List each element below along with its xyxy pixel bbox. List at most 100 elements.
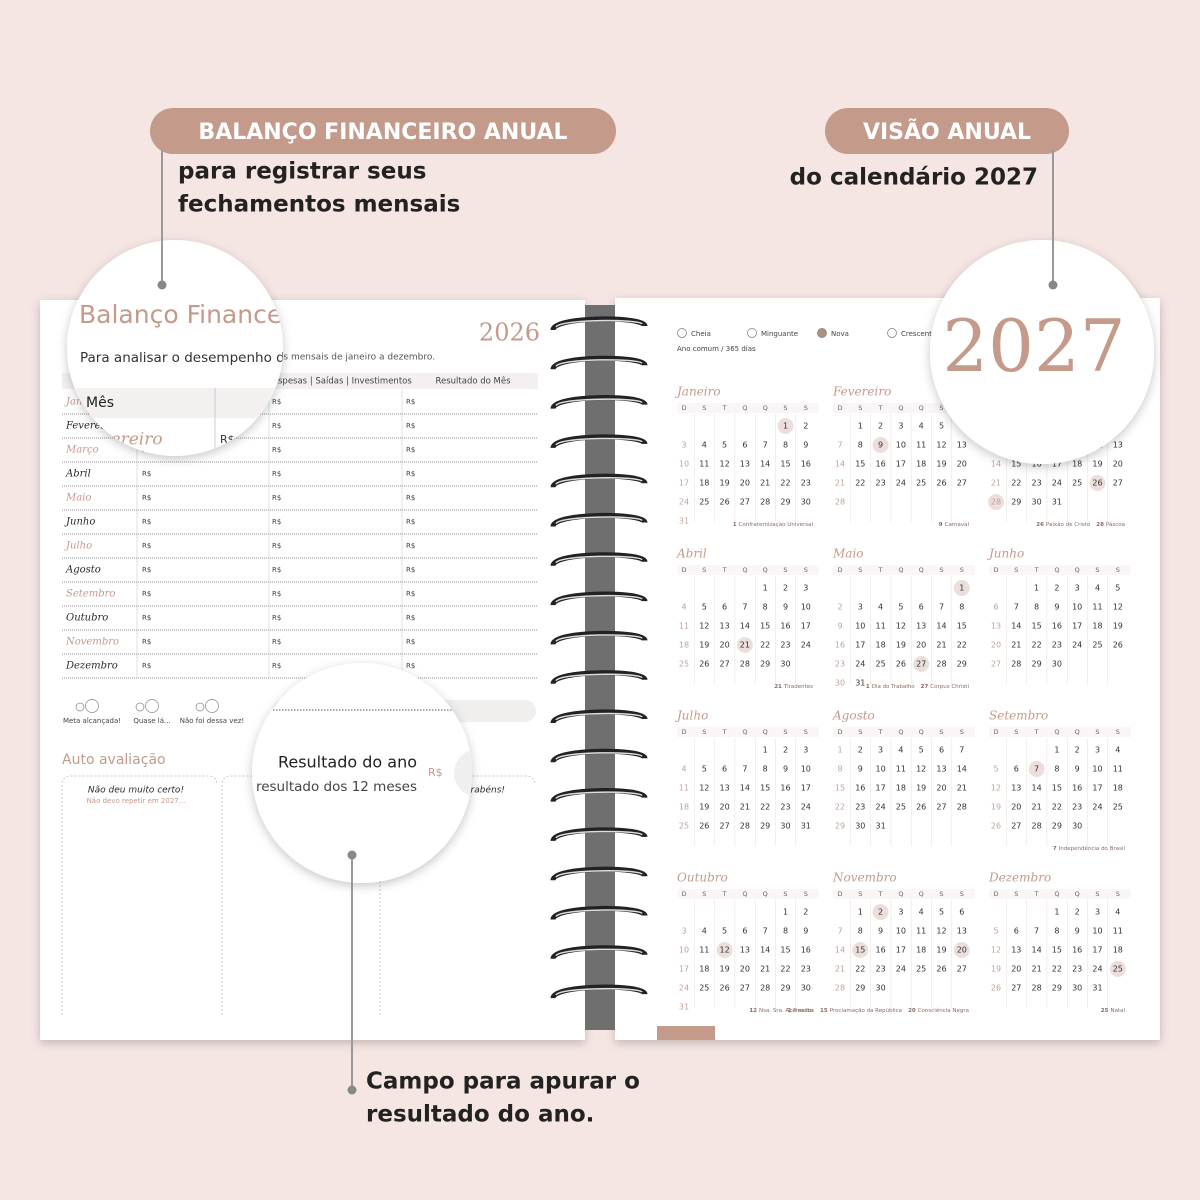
day: 17: [801, 622, 811, 631]
day: 10: [1072, 603, 1082, 612]
day: 25: [876, 660, 886, 669]
day: 13: [916, 622, 926, 631]
day: 20: [1113, 460, 1123, 469]
day: 2: [783, 584, 788, 593]
day: 4: [898, 746, 903, 755]
currency: R$: [406, 470, 415, 478]
weekday: Q: [898, 890, 903, 898]
zoom-year: 2027: [942, 304, 1125, 388]
day: 12: [699, 784, 709, 793]
day: 30: [835, 679, 845, 688]
weekday: Q: [742, 566, 747, 574]
day: 8: [763, 765, 768, 774]
currency: R$: [406, 422, 415, 430]
column-header: Despesas | Saídas | Investimentos: [266, 377, 412, 387]
day: 15: [1052, 784, 1062, 793]
day: 3: [681, 927, 686, 936]
weekday: S: [804, 566, 808, 574]
day: 24: [801, 641, 811, 650]
spiral-ring-shine: [555, 909, 643, 918]
weekday: Q: [1075, 728, 1080, 736]
weekday: Q: [763, 404, 768, 412]
holiday-name: Carnaval: [945, 522, 970, 528]
day: 18: [896, 784, 906, 793]
day: 7: [1034, 765, 1039, 774]
weekday-band: [833, 727, 975, 737]
weekday: S: [960, 566, 964, 574]
currency: R$: [406, 662, 415, 670]
weekday-band: [989, 889, 1131, 899]
currency: R$: [142, 518, 151, 526]
month-label: Outubro: [66, 613, 108, 624]
day: 26: [916, 803, 926, 812]
day: 31: [855, 679, 865, 688]
day: 29: [760, 660, 770, 669]
weekday: D: [993, 728, 998, 736]
weekday-band: [989, 727, 1131, 737]
day: 5: [993, 927, 998, 936]
currency: R$: [406, 518, 415, 526]
day: 19: [896, 641, 906, 650]
day: 14: [835, 946, 845, 955]
day: 14: [991, 460, 1001, 469]
day: 5: [1115, 584, 1120, 593]
spiral-ring-shine: [555, 516, 643, 525]
weekday: S: [783, 566, 787, 574]
day: 16: [876, 946, 886, 955]
mood-face: [85, 699, 99, 713]
day: 24: [855, 660, 865, 669]
weekday: Q: [742, 728, 747, 736]
day: 19: [1092, 460, 1102, 469]
day: 11: [896, 765, 906, 774]
day: 13: [1011, 784, 1021, 793]
day: 7: [939, 603, 944, 612]
day: 27: [916, 660, 926, 669]
currency: R$: [406, 638, 415, 646]
page-tab: [657, 1026, 715, 1040]
day: 5: [939, 908, 944, 917]
weekday: S: [1014, 890, 1018, 898]
day: 18: [679, 803, 689, 812]
day: 28: [835, 984, 845, 993]
day: 3: [898, 422, 903, 431]
day: 8: [1034, 603, 1039, 612]
day: 9: [858, 765, 863, 774]
day: 5: [722, 441, 727, 450]
currency: R$: [272, 542, 281, 550]
day: 24: [1092, 803, 1102, 812]
holiday-day: 12: [749, 1008, 757, 1014]
weekday-band: [833, 565, 975, 575]
day: 29: [760, 822, 770, 831]
holiday-name: Nsa. Sra. Aparecida: [759, 1008, 813, 1014]
day: 17: [801, 784, 811, 793]
day: 14: [835, 460, 845, 469]
weekday: D: [993, 566, 998, 574]
day: 26: [699, 822, 709, 831]
day: 23: [780, 803, 790, 812]
day: 10: [896, 927, 906, 936]
mood-face: [145, 699, 159, 713]
assessment-box-note: Não devo repetir em 2027...: [87, 797, 186, 805]
day: 18: [1113, 946, 1123, 955]
day: 19: [1113, 622, 1123, 631]
month-label: Março: [65, 445, 99, 456]
day: 14: [1011, 622, 1021, 631]
weekday: S: [858, 404, 862, 412]
day: 11: [1092, 603, 1102, 612]
day: 1: [837, 746, 842, 755]
day: 26: [936, 479, 946, 488]
currency: R$: [272, 590, 281, 598]
day: 2: [878, 422, 883, 431]
day: 11: [1113, 927, 1123, 936]
weekday: S: [1116, 890, 1120, 898]
year: 2026: [479, 319, 540, 347]
day: 4: [702, 927, 707, 936]
day: 15: [1052, 946, 1062, 955]
day: 18: [876, 641, 886, 650]
day: 12: [1113, 603, 1123, 612]
day: 18: [1072, 460, 1082, 469]
day: 25: [916, 479, 926, 488]
day: 24: [801, 803, 811, 812]
currency: R$: [142, 542, 151, 550]
day: 17: [876, 784, 886, 793]
